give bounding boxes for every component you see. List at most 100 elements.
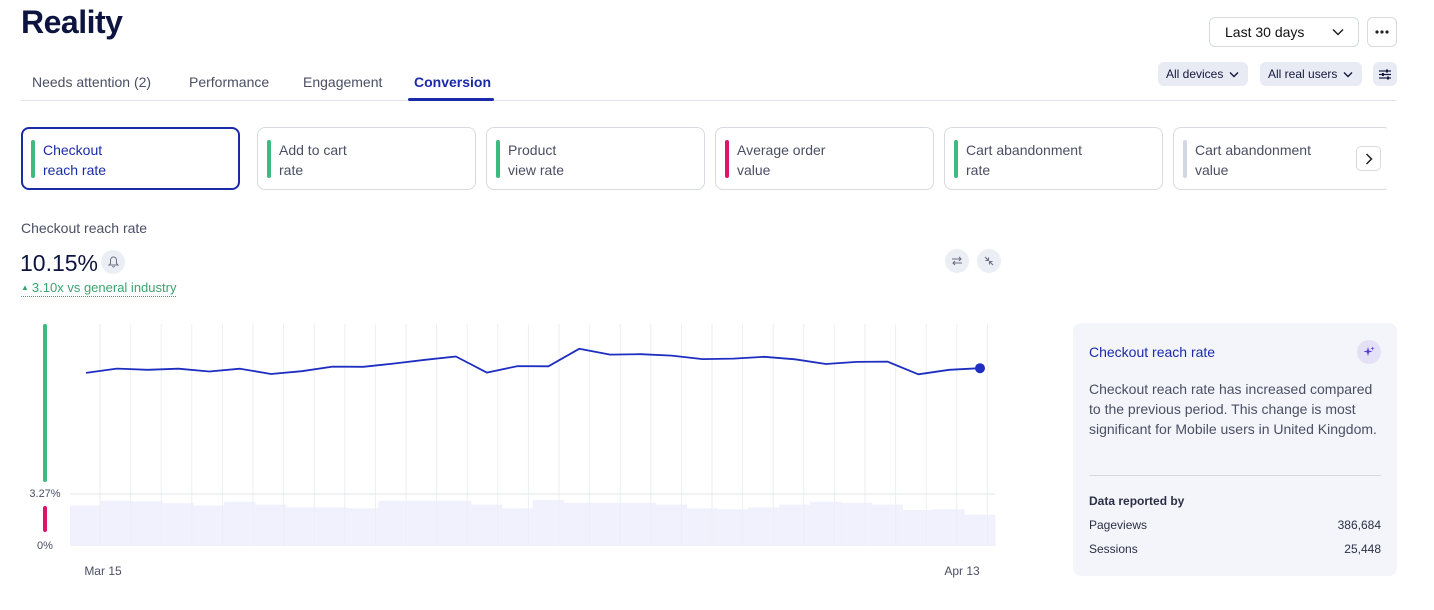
insight-text: Checkout reach rate has increased compar… [1089,381,1377,437]
metric-card-average-order-value[interactable]: Average order value [715,127,934,190]
date-range-select[interactable]: Last 30 days [1209,17,1359,47]
metric-card-label: Cart abandonment value [1195,142,1311,178]
tab-conversion[interactable]: Conversion [414,74,492,90]
active-tab-indicator [408,98,494,101]
metric-status-bar [954,140,958,178]
metric-card-label: Average order value [737,142,826,178]
metric-status-bar [1183,140,1187,178]
pageview-bar [70,505,102,546]
pageview-bar [440,500,472,546]
pageview-bar [594,502,626,546]
pageview-bar [285,507,318,546]
filter-settings-button[interactable] [1373,62,1397,86]
series-line [85,347,981,376]
pageview-bar [810,501,842,546]
pageview-bar [100,500,133,546]
metric-status-bar [267,140,271,178]
bell-icon [107,256,119,268]
pageview-bar [501,508,533,546]
pageview-bar [964,514,996,546]
chart-title: Checkout reach rate [21,220,148,236]
metric-card-label: Cart abandonment rate [966,142,1082,178]
tab-needs-attention[interactable]: Needs attention (2) [32,74,152,90]
pageview-bar [717,509,749,546]
data-reported-title: Data reported by [1089,494,1185,508]
metric-status-bar [725,140,729,178]
stat-label: Sessions [1089,542,1138,556]
last-data-point[interactable] [975,363,985,374]
stat-value: 386,684 [1337,518,1381,532]
chevron-down-icon [1229,71,1239,77]
pageview-bar [748,507,780,546]
chart-gridlines [99,324,988,546]
metric-card-cart-abandonment-value[interactable]: Cart abandonment value [1173,127,1387,190]
metric-card-product-view-rate[interactable]: Product view rate [486,127,705,190]
pageview-bar [686,508,718,546]
stat-value: 25,448 [1344,542,1381,556]
pageview-bar [193,505,225,546]
collapse-arrows-icon [984,256,994,266]
stat-row-pageviews: Pageviews 386,684 [1089,518,1381,532]
pageview-bar [470,504,503,546]
up-triangle-icon: ▲ [21,283,29,292]
compare-toggle-button[interactable] [945,249,969,273]
pageview-bar [224,501,256,546]
alert-button[interactable] [101,250,125,274]
ai-insight-button[interactable] [1357,340,1381,364]
more-options-button[interactable] [1367,17,1397,47]
threshold-label-bottom: 0% [37,540,53,552]
x-axis-label-start: Mar 15 [84,564,122,578]
user-filter-label: All real users [1268,67,1338,81]
industry-comparison[interactable]: ▲ 3.10x vs general industry [21,280,177,297]
metric-card-checkout-reach-rate[interactable]: Checkout reach rate [21,127,240,190]
tab-performance[interactable]: Performance [189,74,270,90]
insight-title: Checkout reach rate [1089,344,1216,360]
more-dots-icon [1375,30,1389,34]
pageview-bar [162,503,194,546]
swap-arrows-icon [952,256,962,266]
device-filter-label: All devices [1166,67,1224,81]
pageview-bar [347,508,379,546]
pageview-bar [840,502,873,546]
tab-bar: Needs attention (2) Performance Engageme… [21,62,1397,101]
chevron-down-icon [1343,71,1353,77]
chevron-down-icon [1332,28,1344,36]
pageview-bar [902,510,934,546]
insight-divider [1089,475,1381,476]
pageview-bars [70,500,996,546]
metric-card-label: Checkout reach rate [43,142,107,178]
threshold-bar-good [43,324,47,482]
date-range-label: Last 30 days [1225,24,1305,40]
pageview-bar [316,507,348,546]
collapse-chart-button[interactable] [977,249,1001,273]
pageview-bar [409,500,441,546]
threshold-label-top: 3.27% [29,488,60,500]
stat-row-sessions: Sessions 25,448 [1089,542,1381,556]
metric-value: 10.15% [20,250,99,276]
metric-card-add-to-cart-rate[interactable]: Add to cart rate [257,127,476,190]
pageview-bar [933,509,965,546]
threshold-bar-poor [43,506,47,532]
user-filter[interactable]: All real users [1260,62,1363,86]
insight-panel: Checkout reach rate Checkout reach rate … [1073,323,1397,576]
metric-cards-carousel: Checkout reach rate Add to cart rate Produ… [21,127,1387,191]
stat-label: Pageviews [1089,518,1148,532]
metric-status-bar [496,140,500,178]
sliders-icon [1379,69,1391,79]
pageview-bar [255,504,287,546]
metric-card-cart-abandonment-rate[interactable]: Cart abandonment rate [944,127,1163,190]
pageview-bar [378,500,410,546]
pageview-bar [625,502,657,546]
sparkle-icon [1363,346,1375,356]
line-chart: 3.27% 0% Mar 15 Apr 13 [29,324,996,578]
tab-engagement[interactable]: Engagement [303,74,383,90]
carousel-next-button[interactable] [1356,146,1381,171]
metric-card-label: Product view rate [508,142,565,178]
metric-status-bar [31,140,35,178]
pageview-bar [871,504,903,546]
device-filter[interactable]: All devices [1158,62,1249,86]
pageview-bar [655,504,688,546]
chevron-right-icon [1365,152,1373,165]
metric-card-label: Add to cart rate [279,142,347,178]
page-title: Reality [21,4,123,40]
